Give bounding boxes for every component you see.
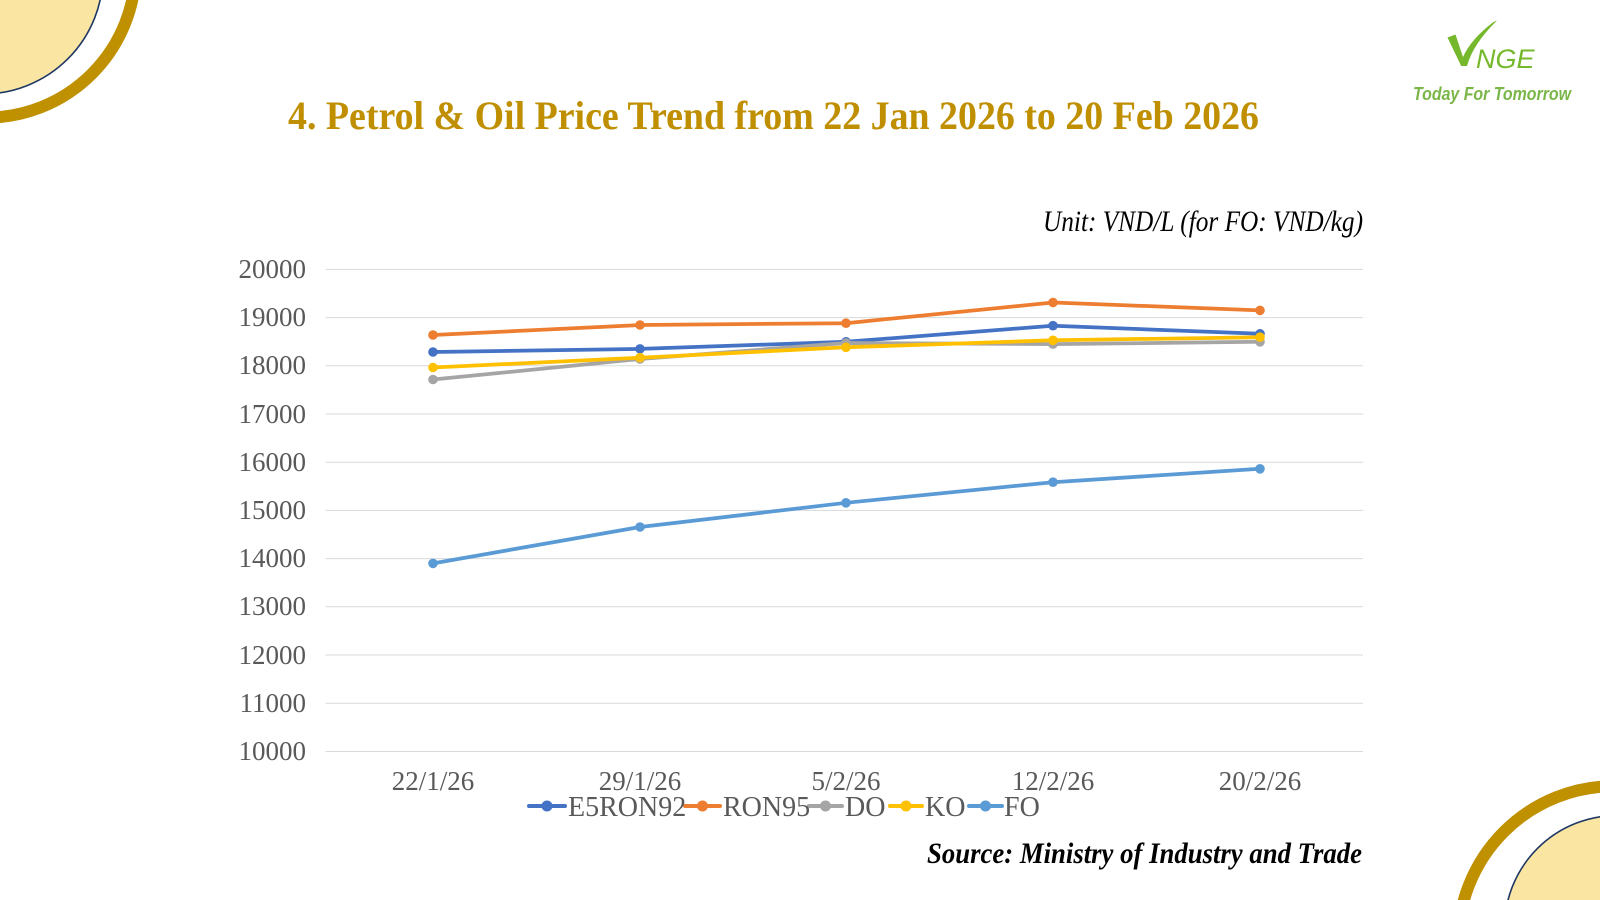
svg-text:22/1/26: 22/1/26 xyxy=(392,766,475,796)
svg-text:18000: 18000 xyxy=(239,350,307,380)
svg-text:10000: 10000 xyxy=(239,736,307,766)
svg-text:NGE: NGE xyxy=(1476,44,1536,74)
svg-text:E5RON92: E5RON92 xyxy=(568,792,686,823)
svg-text:Unit: VND/L (for FO: VND/kg): Unit: VND/L (for FO: VND/kg) xyxy=(1043,205,1363,238)
svg-text:11000: 11000 xyxy=(240,688,307,718)
svg-text:19000: 19000 xyxy=(239,302,307,332)
svg-text:13000: 13000 xyxy=(239,591,307,621)
svg-text:KO: KO xyxy=(925,792,965,823)
svg-text:20000: 20000 xyxy=(239,254,307,284)
svg-text:Today For Tomorrow: Today For Tomorrow xyxy=(1413,84,1572,104)
svg-text:29/1/26: 29/1/26 xyxy=(599,766,682,796)
svg-text:17000: 17000 xyxy=(239,399,307,429)
svg-text:5/2/26: 5/2/26 xyxy=(811,766,880,796)
svg-text:4. Petrol & Oil Price Trend fr: 4. Petrol & Oil Price Trend from 22 Jan … xyxy=(288,93,1259,138)
svg-text:16000: 16000 xyxy=(239,447,307,477)
svg-text:Source: Ministry of Industry a: Source: Ministry of Industry and Trade xyxy=(927,837,1362,870)
svg-text:15000: 15000 xyxy=(239,495,307,525)
svg-text:12/2/26: 12/2/26 xyxy=(1012,766,1095,796)
svg-text:20/2/26: 20/2/26 xyxy=(1219,766,1302,796)
svg-text:DO: DO xyxy=(845,792,885,823)
svg-text:12000: 12000 xyxy=(239,640,307,670)
svg-text:FO: FO xyxy=(1004,792,1040,823)
svg-text:14000: 14000 xyxy=(239,543,307,573)
svg-text:RON95: RON95 xyxy=(723,792,810,823)
